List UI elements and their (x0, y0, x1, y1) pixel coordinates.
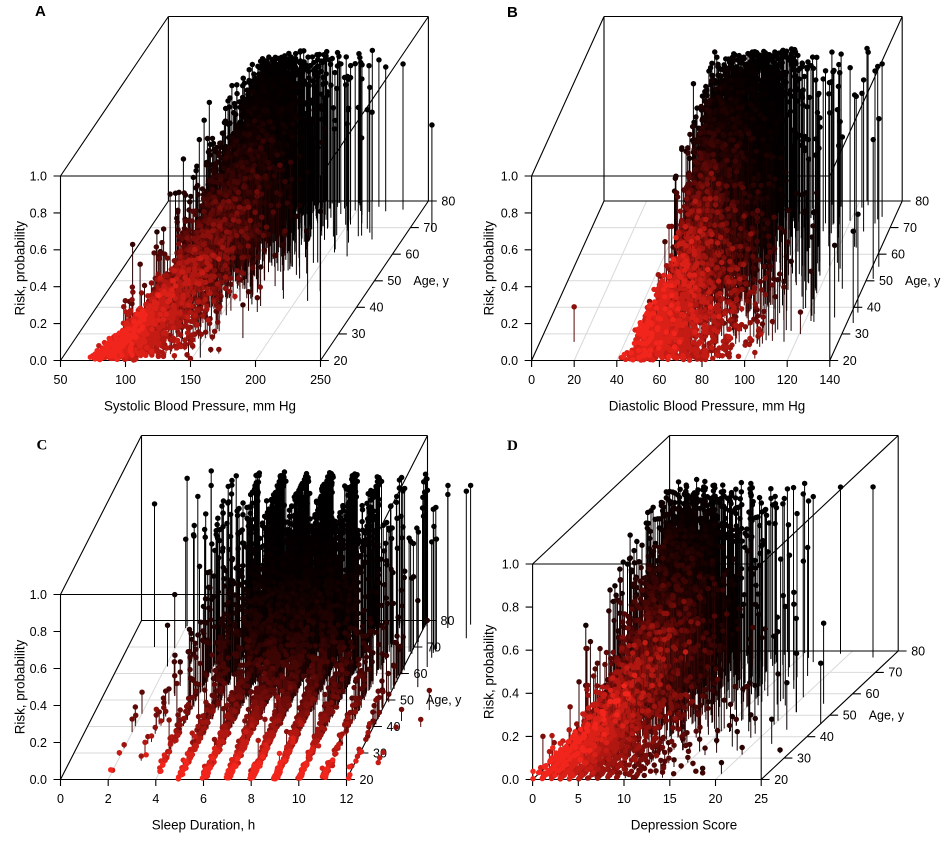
svg-text:Age, y: Age, y (869, 709, 905, 723)
svg-text:100: 100 (734, 373, 755, 387)
svg-text:Systolic Blood Pressure, mm Hg: Systolic Blood Pressure, mm Hg (104, 399, 296, 414)
svg-text:20: 20 (334, 354, 348, 368)
svg-text:0.2: 0.2 (30, 317, 47, 331)
svg-text:2: 2 (105, 792, 112, 806)
svg-text:200: 200 (245, 373, 266, 387)
svg-text:1.0: 1.0 (501, 169, 518, 183)
svg-text:0.6: 0.6 (502, 644, 519, 658)
svg-text:50: 50 (54, 373, 68, 387)
svg-text:Risk, probability: Risk, probability (482, 624, 497, 719)
svg-text:40: 40 (370, 301, 384, 315)
svg-text:0.4: 0.4 (502, 687, 519, 701)
svg-text:25: 25 (754, 792, 768, 806)
svg-text:70: 70 (903, 221, 917, 235)
svg-text:1.0: 1.0 (30, 588, 47, 602)
svg-text:Risk, probability: Risk, probability (13, 639, 28, 734)
svg-text:40: 40 (867, 301, 881, 315)
svg-text:30: 30 (797, 751, 811, 765)
svg-text:1.0: 1.0 (30, 169, 47, 183)
svg-text:5: 5 (575, 792, 582, 806)
svg-text:0.0: 0.0 (502, 773, 519, 787)
svg-text:150: 150 (180, 373, 201, 387)
svg-text:100: 100 (115, 373, 136, 387)
svg-text:50: 50 (400, 693, 414, 707)
svg-text:0: 0 (57, 792, 64, 806)
svg-text:70: 70 (423, 221, 437, 235)
svg-text:40: 40 (820, 730, 834, 744)
svg-text:0.4: 0.4 (30, 699, 47, 713)
svg-text:60: 60 (866, 687, 880, 701)
svg-text:0.0: 0.0 (501, 354, 518, 368)
svg-text:30: 30 (352, 327, 366, 341)
svg-text:60: 60 (405, 248, 419, 262)
svg-text:60: 60 (414, 667, 428, 681)
svg-text:60: 60 (652, 373, 666, 387)
svg-text:120: 120 (777, 373, 798, 387)
svg-text:80: 80 (911, 644, 925, 658)
svg-text:10: 10 (292, 792, 306, 806)
svg-text:6: 6 (200, 792, 207, 806)
svg-text:0.6: 0.6 (30, 662, 47, 676)
svg-text:70: 70 (888, 666, 902, 680)
svg-text:0: 0 (529, 792, 536, 806)
svg-text:0.8: 0.8 (501, 206, 518, 220)
svg-text:80: 80 (441, 194, 455, 208)
svg-text:10: 10 (617, 792, 631, 806)
svg-text:80: 80 (915, 194, 929, 208)
svg-text:0.8: 0.8 (502, 601, 519, 615)
svg-text:Age, y: Age, y (905, 274, 941, 288)
svg-text:1.0: 1.0 (502, 557, 519, 571)
svg-text:12: 12 (340, 792, 354, 806)
svg-text:0.4: 0.4 (30, 280, 47, 294)
svg-text:Sleep Duration, h: Sleep Duration, h (152, 818, 255, 833)
svg-text:Age, y: Age, y (413, 274, 449, 288)
svg-text:80: 80 (695, 373, 709, 387)
svg-text:0.6: 0.6 (30, 243, 47, 257)
svg-text:Depression Score: Depression Score (631, 818, 737, 833)
svg-text:Risk, probability: Risk, probability (482, 221, 497, 316)
svg-text:20: 20 (709, 792, 723, 806)
svg-text:250: 250 (310, 373, 331, 387)
svg-text:0.8: 0.8 (30, 206, 47, 220)
svg-text:Age, y: Age, y (426, 693, 462, 707)
svg-text:20: 20 (843, 354, 857, 368)
svg-text:20: 20 (774, 773, 788, 787)
svg-text:A: A (35, 3, 46, 20)
svg-text:0.8: 0.8 (30, 625, 47, 639)
svg-text:50: 50 (879, 274, 893, 288)
svg-text:Risk, probability: Risk, probability (13, 221, 28, 316)
svg-text:0.2: 0.2 (501, 317, 518, 331)
svg-text:50: 50 (843, 709, 857, 723)
svg-text:20: 20 (567, 373, 581, 387)
svg-text:20: 20 (360, 773, 374, 787)
svg-text:50: 50 (387, 274, 401, 288)
svg-text:40: 40 (610, 373, 624, 387)
svg-text:0.0: 0.0 (30, 773, 47, 787)
svg-text:0.2: 0.2 (502, 730, 519, 744)
svg-text:60: 60 (891, 248, 905, 262)
svg-text:0: 0 (528, 373, 535, 387)
svg-text:30: 30 (855, 327, 869, 341)
svg-text:C: C (37, 437, 48, 453)
svg-text:B: B (507, 4, 518, 21)
svg-text:0.6: 0.6 (501, 243, 518, 257)
svg-text:4: 4 (152, 792, 159, 806)
svg-text:0.2: 0.2 (30, 736, 47, 750)
svg-text:8: 8 (248, 792, 255, 806)
svg-text:0.0: 0.0 (30, 354, 47, 368)
svg-text:0.4: 0.4 (501, 280, 518, 294)
svg-text:Diastolic Blood Pressure, mm H: Diastolic Blood Pressure, mm Hg (609, 399, 805, 414)
svg-text:15: 15 (663, 792, 677, 806)
svg-text:140: 140 (819, 373, 840, 387)
svg-text:D: D (507, 438, 518, 454)
